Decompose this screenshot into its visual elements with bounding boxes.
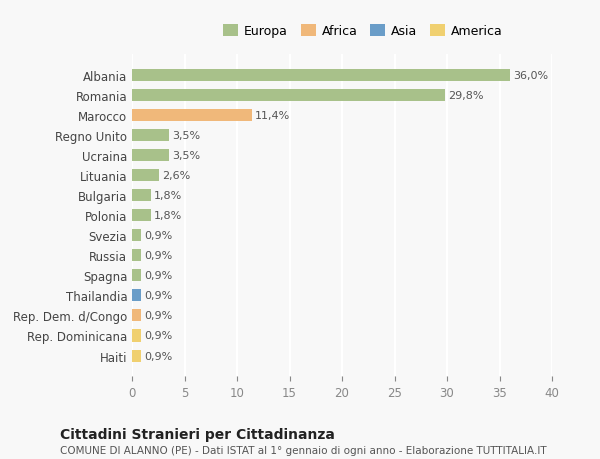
Bar: [132, 170, 160, 182]
Bar: [132, 250, 142, 262]
Text: 0,9%: 0,9%: [145, 231, 173, 241]
Text: 29,8%: 29,8%: [448, 91, 484, 101]
Bar: [132, 350, 142, 362]
Bar: [132, 90, 445, 102]
Text: 0,9%: 0,9%: [145, 351, 173, 361]
Text: 3,5%: 3,5%: [172, 151, 200, 161]
Bar: [132, 70, 510, 82]
Text: COMUNE DI ALANNO (PE) - Dati ISTAT al 1° gennaio di ogni anno - Elaborazione TUT: COMUNE DI ALANNO (PE) - Dati ISTAT al 1°…: [60, 445, 547, 455]
Bar: [132, 110, 252, 122]
Text: 3,5%: 3,5%: [172, 131, 200, 141]
Bar: [132, 330, 142, 342]
Bar: [132, 130, 169, 142]
Bar: [132, 210, 151, 222]
Text: 11,4%: 11,4%: [255, 111, 290, 121]
Bar: [132, 190, 151, 202]
Legend: Europa, Africa, Asia, America: Europa, Africa, Asia, America: [218, 20, 508, 43]
Text: 2,6%: 2,6%: [163, 171, 191, 181]
Text: 0,9%: 0,9%: [145, 331, 173, 341]
Bar: [132, 290, 142, 302]
Text: 0,9%: 0,9%: [145, 251, 173, 261]
Text: Cittadini Stranieri per Cittadinanza: Cittadini Stranieri per Cittadinanza: [60, 427, 335, 441]
Text: 0,9%: 0,9%: [145, 271, 173, 281]
Text: 0,9%: 0,9%: [145, 291, 173, 301]
Bar: [132, 310, 142, 322]
Bar: [132, 230, 142, 242]
Text: 1,8%: 1,8%: [154, 211, 182, 221]
Text: 1,8%: 1,8%: [154, 191, 182, 201]
Text: 36,0%: 36,0%: [513, 71, 548, 81]
Bar: [132, 270, 142, 282]
Text: 0,9%: 0,9%: [145, 311, 173, 321]
Bar: [132, 150, 169, 162]
